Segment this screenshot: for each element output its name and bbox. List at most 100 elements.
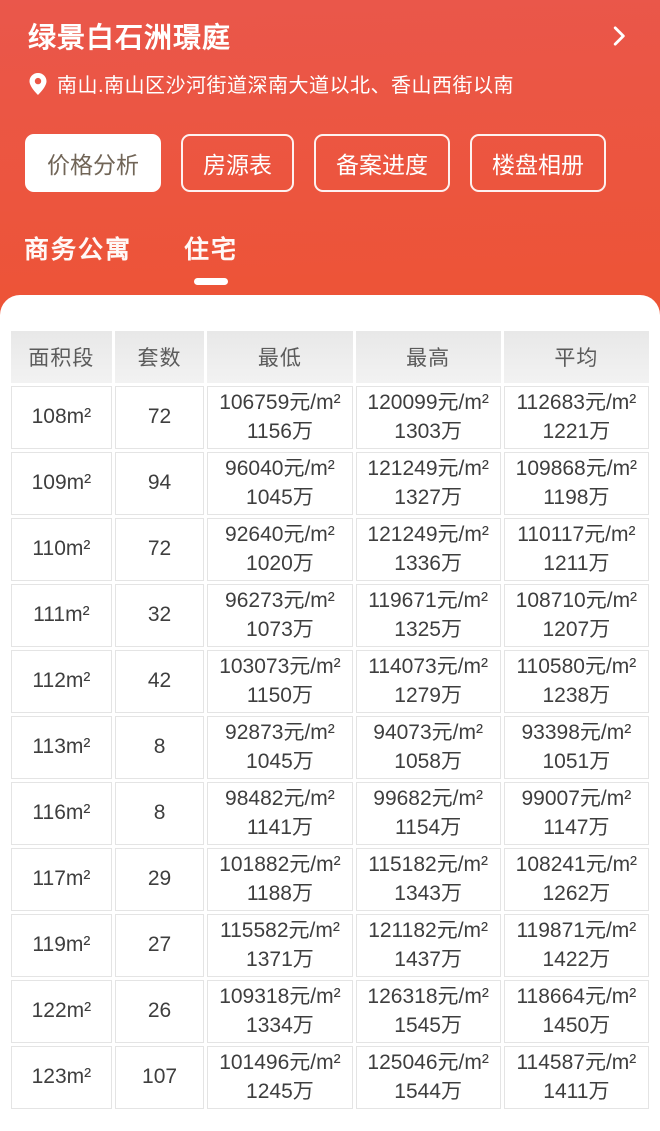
total-price-line: 1371万 [246,947,314,971]
total-price-line: 1336万 [394,551,462,575]
max-price-cell: 121182元/m² 1437万 [355,914,501,977]
location-text: 南山.南山区沙河街道深南大道以北、香山西街以南 [57,75,515,97]
total-price-line: 1207万 [542,617,611,641]
table-header-row: 面积段 套数 最低 最高 平均 [11,331,649,383]
unit-price-line: 92640元/m² [225,523,335,547]
unit-price-line: 120099元/m² [367,391,489,415]
total-price-line: 1156万 [246,419,313,443]
max-price-cell: 126318元/m² 1545万 [355,980,501,1043]
total-price-line: 1154万 [395,815,462,839]
unit-price-line: 99007元/m² [521,787,632,811]
total-price-line: 1238万 [542,683,611,707]
column-header: 平均 [503,331,649,383]
max-price-cell: 121249元/m² 1327万 [355,452,501,515]
unit-price-line: 108710元/m² [515,589,638,613]
table-row: 122m² 26 109318元/m² 1334万 126318元/m² 1545万 118… [11,980,649,1043]
count-cell: 72 [114,386,205,449]
total-price-line: 1411万 [543,1079,610,1103]
area-cell: 117m² [11,848,112,911]
unit-price-line: 114073元/m² [368,655,489,679]
subtab-business-apartment[interactable]: 商务公寓 [24,236,133,264]
unit-price-line: 126318元/m² [367,985,489,1009]
chevron-right-icon[interactable] [606,23,632,49]
min-price-cell: 96040元/m² 1045万 [207,452,353,515]
area-cell: 122m² [11,980,112,1043]
table-row: 109m² 94 96040元/m² 1045万 121249元/m² 1327万 1098… [11,452,649,515]
max-price-cell: 114073元/m² 1279万 [355,650,501,713]
price-card: 面积段 套数 最低 最高 平均 108m² 72 106759元/m² 1156万 120099… [0,295,660,1131]
unit-price-line: 121182元/m² [368,919,489,943]
area-cell: 119m² [11,914,112,977]
total-price-line: 1188万 [246,881,313,905]
min-price-cell: 101496元/m² 1245万 [207,1046,353,1109]
total-price-line: 1147万 [543,815,610,839]
tab-photo-album[interactable]: 楼盘相册 [470,134,606,192]
unit-price-line: 101882元/m² [219,853,341,877]
area-cell: 112m² [11,650,112,713]
min-price-cell: 106759元/m² 1156万 [207,386,353,449]
count-cell: 8 [114,782,205,845]
avg-price-cell: 108710元/m² 1207万 [503,584,649,647]
count-cell: 8 [114,716,205,779]
subtab-residential[interactable]: 住宅 [184,230,238,290]
tab-price-analysis[interactable]: 价格分析 [25,134,161,192]
count-cell: 26 [114,980,205,1043]
unit-price-line: 125046元/m² [367,1051,489,1075]
total-price-line: 1327万 [394,485,462,509]
unit-price-line: 101496元/m² [219,1051,341,1075]
total-price-line: 1334万 [246,1013,314,1037]
avg-price-cell: 118664元/m² 1450万 [503,980,649,1043]
count-cell: 42 [114,650,205,713]
unit-price-line: 115582元/m² [219,919,340,943]
max-price-cell: 94073元/m² 1058万 [355,716,501,779]
avg-price-cell: 99007元/m² 1147万 [503,782,649,845]
max-price-cell: 119671元/m² 1325万 [355,584,501,647]
unit-price-line: 121249元/m² [367,457,489,481]
unit-price-line: 119871元/m² [516,919,637,943]
max-price-cell: 99682元/m² 1154万 [355,782,501,845]
area-cell: 116m² [11,782,112,845]
count-cell: 32 [114,584,205,647]
table-row: 119m² 27 115582元/m² 1371万 121182元/m² 1437万 119… [11,914,649,977]
total-price-line: 1211万 [543,551,610,575]
total-price-line: 1020万 [246,551,314,575]
unit-price-line: 103073元/m² [219,655,341,679]
column-header: 面积段 [11,331,112,383]
avg-price-cell: 93398元/m² 1051万 [503,716,649,779]
total-price-line: 1262万 [542,881,611,905]
table-row: 108m² 72 106759元/m² 1156万 120099元/m² 1303万 112… [11,386,649,449]
min-price-cell: 96273元/m² 1073万 [207,584,353,647]
table-row: 112m² 42 103073元/m² 1150万 114073元/m² 1279万 110… [11,650,649,713]
avg-price-cell: 109868元/m² 1198万 [503,452,649,515]
avg-price-cell: 114587元/m² 1411万 [503,1046,649,1109]
max-price-cell: 115182元/m² 1343万 [355,848,501,911]
avg-price-cell: 108241元/m² 1262万 [503,848,649,911]
count-cell: 107 [114,1046,205,1109]
min-price-cell: 115582元/m² 1371万 [207,914,353,977]
total-price-line: 1279万 [394,683,462,707]
total-price-line: 1221万 [542,419,611,443]
unit-price-line: 115182元/m² [368,853,489,877]
total-price-line: 1141万 [246,815,313,839]
location-row: 南山.南山区沙河街道深南大道以北、香山西街以南 [28,69,634,98]
total-price-line: 1545万 [394,1013,462,1037]
avg-price-cell: 112683元/m² 1221万 [503,386,649,449]
count-cell: 72 [114,518,205,581]
max-price-cell: 120099元/m² 1303万 [355,386,501,449]
min-price-cell: 103073元/m² 1150万 [207,650,353,713]
unit-price-line: 114587元/m² [516,1051,637,1075]
total-price-line: 1150万 [246,683,313,707]
total-price-line: 1544万 [394,1079,462,1103]
table-row: 123m² 107 101496元/m² 1245万 125046元/m² 1544万 11… [11,1046,649,1109]
unit-price-line: 106759元/m² [219,391,341,415]
header: 绿景白石洲璟庭 南山.南山区沙河街道深南大道以北、香山西街以南 [0,0,660,98]
unit-price-line: 99682元/m² [373,787,483,811]
total-price-line: 1422万 [542,947,611,971]
min-price-cell: 101882元/m² 1188万 [207,848,353,911]
count-cell: 29 [114,848,205,911]
tab-listing-table[interactable]: 房源表 [181,134,294,192]
tab-filing-progress[interactable]: 备案进度 [314,134,450,192]
unit-price-line: 98482元/m² [225,787,335,811]
price-table: 面积段 套数 最低 最高 平均 108m² 72 106759元/m² 1156万 120099… [8,328,652,1112]
table-row: 113m² 8 92873元/m² 1045万 94073元/m² 1058万 93398元… [11,716,649,779]
